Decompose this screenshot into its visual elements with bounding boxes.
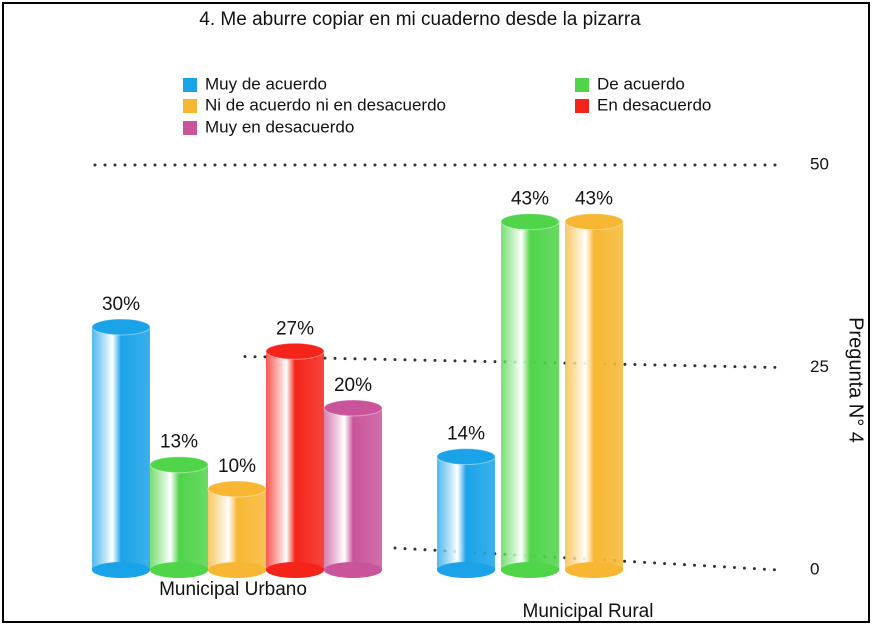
- bar: [149, 456, 209, 578]
- value-label: 30%: [102, 294, 140, 315]
- legend-swatch: [183, 121, 197, 135]
- chart-title: 4. Me aburre copiar en mi cuaderno desde…: [199, 9, 641, 30]
- value-label: 10%: [218, 456, 256, 477]
- grid-line: [393, 546, 780, 572]
- legend-label: De acuerdo: [597, 74, 685, 93]
- x-tick-label: Municipal Rural: [523, 601, 654, 622]
- x-tick-label: Municipal Urbano: [159, 579, 307, 600]
- legend-label: Ni de acuerdo ni en desacuerdo: [205, 95, 446, 114]
- legend-label: En desacuerdo: [597, 95, 711, 114]
- y-tick-label: 50: [810, 154, 829, 173]
- value-label: 43%: [575, 189, 613, 210]
- bar: [207, 480, 267, 578]
- y-tick-label: 0: [810, 559, 819, 578]
- bar: [265, 342, 325, 578]
- value-label: 14%: [447, 424, 485, 445]
- y-axis-label: Pregunta N° 4: [845, 317, 867, 443]
- legend-label: Muy de acuerdo: [205, 74, 327, 93]
- legend-swatch: [183, 99, 197, 113]
- y-tick-label: 25: [810, 357, 829, 376]
- legend-swatch: [183, 78, 197, 92]
- legend-swatch: [575, 78, 589, 92]
- value-label: 27%: [276, 318, 314, 339]
- legend-swatch: [575, 99, 589, 113]
- value-label: 13%: [160, 432, 198, 453]
- grid-line: [243, 355, 780, 369]
- bar: [564, 213, 624, 578]
- value-label: 20%: [334, 375, 372, 396]
- legend-label: Muy en desacuerdo: [205, 117, 354, 136]
- bar: [323, 399, 383, 578]
- bar: [91, 318, 151, 578]
- value-label: 43%: [511, 189, 549, 210]
- bar: [500, 213, 560, 578]
- bar: [436, 448, 496, 578]
